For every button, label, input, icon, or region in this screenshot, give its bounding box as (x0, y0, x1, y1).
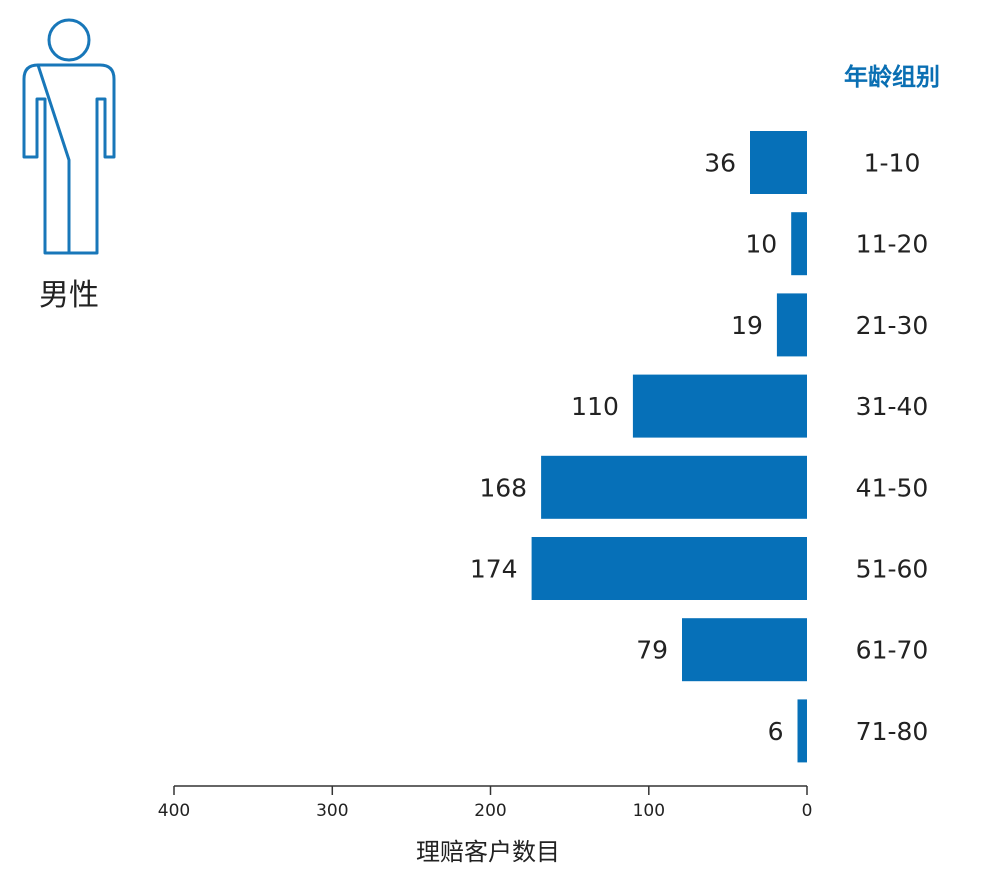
category-label-1-10: 1-10 (864, 149, 921, 178)
data-label-71-80: 6 (768, 717, 784, 746)
data-label-51-60: 174 (470, 555, 518, 584)
category-label-31-40: 31-40 (856, 392, 929, 421)
bar-11-20 (791, 212, 807, 276)
category-labels-group: 1-10 11-20 21-30 31-40 41-50 51-60 61-70 71-80 (856, 149, 929, 746)
x-axis-label: 理赔客户数目 (416, 838, 560, 866)
data-label-31-40: 110 (571, 392, 619, 421)
category-label-21-30: 21-30 (856, 311, 929, 340)
category-label-61-70: 61-70 (856, 636, 929, 665)
male-person-icon (22, 18, 116, 255)
category-label-51-60: 51-60 (856, 555, 929, 584)
category-label-71-80: 71-80 (856, 717, 929, 746)
category-label-11-20: 11-20 (856, 230, 929, 259)
data-label-61-70: 79 (636, 636, 668, 665)
category-header: 年龄组别 (844, 63, 940, 91)
x-tick-label-400: 400 (158, 801, 190, 821)
bar-51-60 (531, 537, 807, 600)
bars-group (531, 131, 807, 763)
gender-label: 男性 (39, 278, 99, 313)
bar-1-10 (750, 131, 807, 194)
bar-71-80 (797, 699, 807, 763)
category-label-41-50: 41-50 (856, 473, 929, 502)
x-axis-ticks: 400 300 200 100 0 (158, 786, 813, 821)
x-tick-label-300: 300 (316, 801, 348, 821)
bar-61-70 (682, 618, 807, 682)
x-tick-label-0: 0 (802, 801, 813, 821)
bar-41-50 (541, 455, 807, 519)
bar-31-40 (632, 374, 807, 438)
value-labels-group: 36 10 19 110 168 174 79 6 (470, 149, 784, 746)
data-label-21-30: 19 (731, 311, 763, 340)
bar-21-30 (776, 293, 807, 357)
data-label-41-50: 168 (479, 473, 527, 502)
data-label-1-10: 36 (704, 149, 736, 178)
data-label-11-20: 10 (745, 230, 777, 259)
x-tick-label-100: 100 (633, 801, 665, 821)
x-tick-label-200: 200 (474, 801, 506, 821)
